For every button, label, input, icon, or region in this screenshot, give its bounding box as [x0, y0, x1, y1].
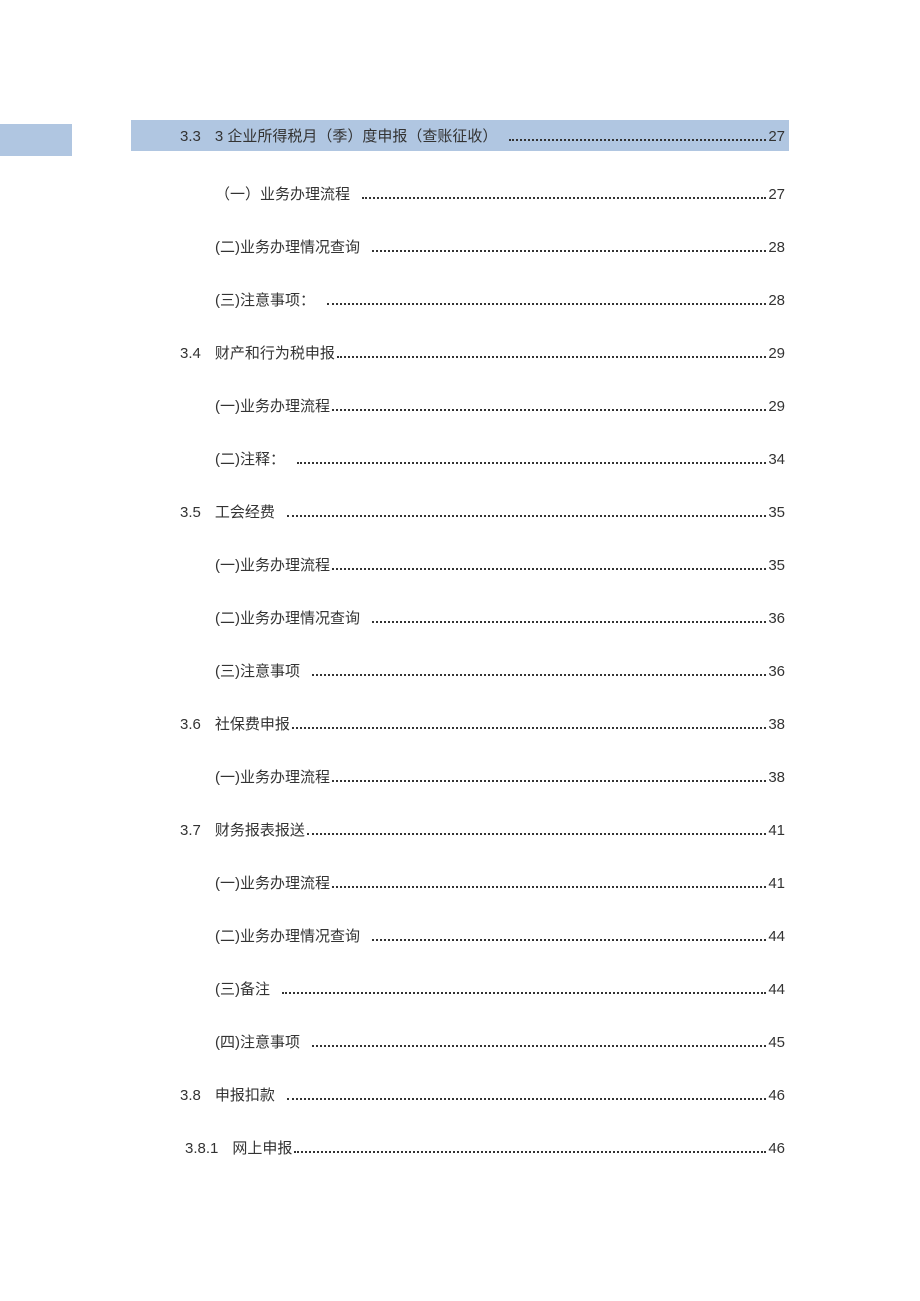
toc-leader-dots	[297, 462, 766, 464]
toc-title: 工会经费	[215, 501, 275, 522]
toc-title: (三)备注	[215, 978, 270, 999]
toc-entry: (一)业务办理流程 35	[135, 554, 785, 575]
toc-entry: (三)备注 44	[135, 978, 785, 999]
toc-entry: 3.7 财务报表报送 41	[135, 819, 785, 840]
toc-title: (一)业务办理流程	[215, 554, 330, 575]
toc-page-number: 35	[768, 504, 785, 521]
selection-highlight-bar	[0, 124, 72, 156]
toc-title: (一)业务办理流程	[215, 395, 330, 416]
toc-page-number: 38	[768, 716, 785, 733]
toc-page-number: 29	[768, 345, 785, 362]
toc-title: 社保费申报	[215, 713, 290, 734]
toc-number: 3.5	[180, 504, 201, 521]
toc-title: (一)业务办理流程	[215, 872, 330, 893]
toc-number: 3.8.1	[185, 1140, 218, 1157]
toc-title: （一）业务办理流程	[215, 183, 350, 204]
toc-page-number: 27	[768, 128, 785, 145]
toc-leader-dots	[312, 1045, 766, 1047]
toc-page-number: 41	[768, 875, 785, 892]
toc-entry: 3.8 申报扣款 46	[135, 1084, 785, 1105]
toc-leader-dots	[372, 939, 766, 941]
toc-title: (二)注释：	[215, 448, 285, 469]
toc-page-number: 46	[768, 1087, 785, 1104]
toc-entry: 3.8.1 网上申报 46	[135, 1137, 785, 1158]
toc-title: (一)业务办理流程	[215, 766, 330, 787]
toc-entry: (四)注意事项 45	[135, 1031, 785, 1052]
toc-title: (二)业务办理情况查询	[215, 925, 360, 946]
toc-number: 3.4	[180, 345, 201, 362]
toc-number: 3.8	[180, 1087, 201, 1104]
toc-leader-dots	[294, 1151, 766, 1153]
toc-page-number: 38	[768, 769, 785, 786]
toc-entry: (一)业务办理流程 29	[135, 395, 785, 416]
toc-entry: 3.3 3 企业所得税月（季）度申报（查账征收） 27	[131, 120, 789, 151]
toc-leader-dots	[332, 780, 766, 782]
toc-leader-dots	[327, 303, 766, 305]
toc-page-number: 45	[768, 1034, 785, 1051]
toc-entry: (一)业务办理流程 41	[135, 872, 785, 893]
toc-entry: （一）业务办理流程 27	[135, 183, 785, 204]
toc-entry: (二)业务办理情况查询 44	[135, 925, 785, 946]
toc-number: 3.3	[180, 128, 201, 145]
toc-leader-dots	[307, 833, 766, 835]
toc-title: (二)业务办理情况查询	[215, 236, 360, 257]
toc-page-number: 34	[768, 451, 785, 468]
toc-title: 网上申报	[232, 1137, 292, 1158]
toc-entry: 3.5 工会经费 35	[135, 501, 785, 522]
toc-entry: (三)注意事项： 28	[135, 289, 785, 310]
toc-page-number: 29	[768, 398, 785, 415]
toc-title: (三)注意事项	[215, 660, 300, 681]
toc-title: 财务报表报送	[215, 819, 305, 840]
toc-title: 3 企业所得税月（季）度申报（查账征收）	[215, 125, 498, 146]
toc-entry: (一)业务办理流程 38	[135, 766, 785, 787]
toc-title: (二)业务办理情况查询	[215, 607, 360, 628]
toc-title: (三)注意事项：	[215, 289, 315, 310]
toc-number: 3.6	[180, 716, 201, 733]
toc-title: 财产和行为税申报	[215, 342, 335, 363]
toc-page-number: 35	[768, 557, 785, 574]
toc-leader-dots	[332, 409, 766, 411]
toc-entry: 3.4 财产和行为税申报 29	[135, 342, 785, 363]
toc-leader-dots	[292, 727, 766, 729]
toc-leader-dots	[287, 515, 766, 517]
toc-title: 申报扣款	[215, 1084, 275, 1105]
toc-leader-dots	[332, 568, 766, 570]
toc-page-number: 41	[768, 822, 785, 839]
toc-leader-dots	[312, 674, 766, 676]
toc-entry: (三)注意事项 36	[135, 660, 785, 681]
toc-page-number: 44	[768, 981, 785, 998]
toc-page-number: 27	[768, 186, 785, 203]
toc-page-number: 36	[768, 663, 785, 680]
toc-leader-dots	[337, 356, 766, 358]
toc-container: 3.3 3 企业所得税月（季）度申报（查账征收） 27 （一）业务办理流程 27…	[0, 0, 920, 1158]
toc-page-number: 28	[768, 239, 785, 256]
toc-leader-dots	[372, 250, 766, 252]
toc-page-number: 36	[768, 610, 785, 627]
toc-entry: (二)注释： 34	[135, 448, 785, 469]
toc-page-number: 46	[768, 1140, 785, 1157]
toc-number: 3.7	[180, 822, 201, 839]
toc-title: (四)注意事项	[215, 1031, 300, 1052]
toc-leader-dots	[509, 139, 766, 141]
toc-leader-dots	[332, 886, 766, 888]
toc-leader-dots	[287, 1098, 766, 1100]
toc-entry: 3.6 社保费申报 38	[135, 713, 785, 734]
toc-entry: (二)业务办理情况查询 28	[135, 236, 785, 257]
toc-page-number: 44	[768, 928, 785, 945]
toc-page-number: 28	[768, 292, 785, 309]
toc-entry: (二)业务办理情况查询 36	[135, 607, 785, 628]
toc-leader-dots	[282, 992, 766, 994]
toc-leader-dots	[362, 197, 766, 199]
toc-leader-dots	[372, 621, 766, 623]
